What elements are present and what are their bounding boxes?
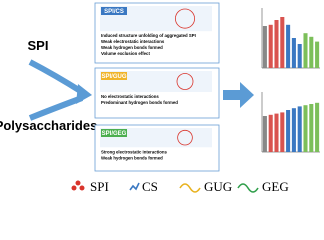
bullet: Weak hydrogen bonds formed [101, 155, 163, 160]
bullet: Induced structure unfolding of aggregate… [101, 33, 196, 38]
box-label-bg [101, 72, 127, 80]
bullet: Volume exclusion effect [101, 51, 150, 56]
bar [309, 36, 314, 68]
legend-label: CS [142, 179, 158, 194]
bar [268, 114, 273, 152]
bar [286, 110, 291, 152]
box-label: SPI/GEG [102, 131, 127, 137]
bar [262, 116, 267, 152]
bar [280, 17, 285, 68]
arrow-head [76, 84, 92, 104]
bar [297, 106, 302, 152]
bullet: Strong electrostatic interactions [101, 149, 168, 154]
scheme-icon [174, 8, 195, 29]
bar [315, 41, 320, 68]
box-label-bg [101, 129, 127, 137]
box-label: SPI/CS [104, 9, 124, 15]
bullet: Weak electrostatic interactions [101, 39, 165, 44]
arrow [28, 95, 84, 121]
arrow [223, 90, 241, 100]
bar [291, 108, 296, 152]
bullet: No electrostatic interactions [101, 94, 159, 99]
bar [291, 38, 296, 68]
scheme-area [100, 128, 212, 148]
scheme-area [100, 71, 212, 92]
bar [303, 105, 308, 152]
bar [268, 24, 273, 68]
bullet: Predominant hydrogen bonds formed [101, 100, 178, 105]
bar [274, 20, 279, 68]
graphical-abstract: SPI Polysaccharides SPI/CS Induced struct… [0, 2, 320, 194]
legend-label: SPI [90, 179, 109, 194]
bar [303, 33, 308, 68]
box-label: SPI/GUG [101, 74, 126, 80]
bar [280, 112, 285, 152]
input-label: Polysaccharides [0, 118, 97, 133]
bullet: Weak hydrogen bonds formed [101, 45, 163, 50]
bar [262, 26, 267, 68]
legend-icons [71, 180, 259, 193]
legend-label: GEG [262, 179, 289, 194]
bar [309, 104, 314, 152]
arrow-head [240, 82, 254, 108]
legend-label: GUG [204, 179, 232, 194]
bar [274, 113, 279, 152]
scheme-icon [176, 73, 194, 90]
scheme-icon [177, 129, 193, 146]
input-label: SPI [28, 38, 49, 53]
box-label-bg [101, 7, 127, 15]
bar [315, 102, 320, 152]
arrow [28, 59, 84, 95]
bar [286, 24, 291, 68]
bar [297, 44, 302, 68]
